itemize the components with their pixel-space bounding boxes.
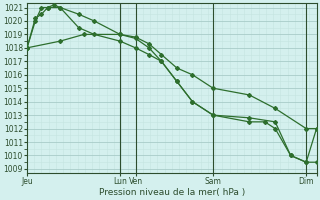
X-axis label: Pression niveau de la mer( hPa ): Pression niveau de la mer( hPa ) [99, 188, 245, 197]
